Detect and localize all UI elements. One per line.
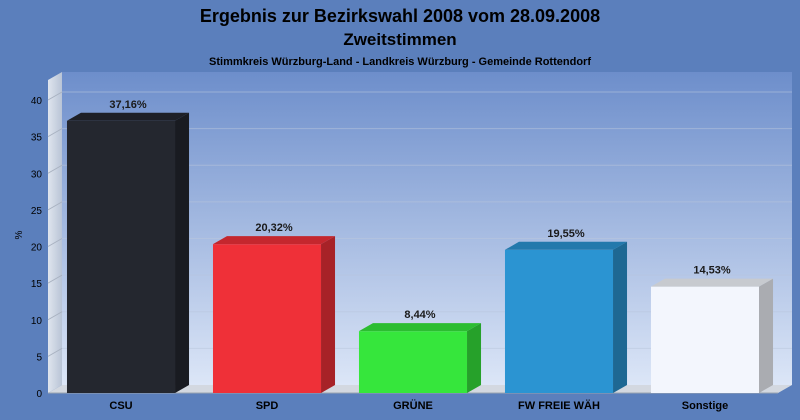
chart-title: Ergebnis zur Bezirkswahl 2008 vom 28.09.… bbox=[200, 6, 600, 26]
data-label: 19,55% bbox=[547, 228, 585, 240]
x-tick-label: FW FREIE WÄH bbox=[518, 399, 600, 412]
bar bbox=[66, 112, 190, 393]
data-label: 14,53% bbox=[693, 265, 731, 277]
plot-left-wall bbox=[48, 72, 62, 393]
bar-top bbox=[504, 241, 628, 250]
gridline-wall bbox=[47, 164, 63, 174]
bar-front bbox=[358, 331, 468, 393]
bar-front bbox=[504, 249, 614, 393]
x-tick-label: SPD bbox=[256, 400, 279, 412]
bar bbox=[504, 241, 628, 393]
bar-top bbox=[650, 278, 774, 287]
gridline-wall bbox=[47, 347, 63, 357]
bar-side bbox=[321, 236, 336, 393]
x-tick-label: GRÜNE bbox=[393, 399, 433, 412]
bar-top bbox=[66, 112, 190, 121]
bar bbox=[358, 323, 482, 393]
data-label: 8,44% bbox=[404, 309, 435, 321]
y-tick-label: 35 bbox=[31, 133, 43, 144]
bar-front bbox=[212, 244, 322, 393]
y-tick-label: 0 bbox=[36, 389, 42, 400]
bar-top bbox=[358, 323, 482, 332]
bar-front bbox=[650, 286, 760, 393]
y-tick-label: 20 bbox=[31, 243, 43, 254]
x-tick-label: Sonstige bbox=[682, 400, 728, 412]
y-tick-label: 25 bbox=[31, 206, 43, 217]
gridline-wall bbox=[47, 91, 63, 101]
gridline-wall bbox=[47, 274, 63, 284]
y-tick-label: 15 bbox=[31, 279, 43, 290]
bars bbox=[66, 112, 774, 393]
y-axis-ticks: 0 5 10 15 20 25 30 35 40 bbox=[31, 96, 43, 400]
chart-subtitle: Zweitstimmen bbox=[343, 30, 456, 49]
chart-caption: Stimmkreis Würzburg-Land - Landkreis Wür… bbox=[209, 56, 591, 68]
gridline-wall bbox=[47, 128, 63, 138]
bar bbox=[650, 278, 774, 393]
bar-side bbox=[175, 112, 190, 393]
y-tick-label: 40 bbox=[31, 96, 43, 107]
x-tick-label: CSU bbox=[109, 400, 132, 412]
y-axis-label: % bbox=[14, 230, 25, 239]
data-label: 37,16% bbox=[109, 99, 147, 111]
bar-side bbox=[759, 278, 774, 393]
bar bbox=[212, 236, 336, 393]
category-labels: CSU SPD GRÜNE FW FREIE WÄH Sonstige bbox=[109, 399, 728, 412]
y-tick-label: 5 bbox=[36, 352, 42, 363]
data-label: 20,32% bbox=[255, 222, 293, 234]
bar-side bbox=[467, 323, 482, 393]
y-tick-label: 30 bbox=[31, 169, 43, 180]
gridline-wall bbox=[47, 311, 63, 321]
bar-side bbox=[613, 241, 628, 393]
gridline-wall bbox=[47, 201, 63, 211]
value-labels: 37,16% 20,32% 8,44% 19,55% 14,53% bbox=[109, 99, 731, 321]
y-tick-label: 10 bbox=[31, 316, 43, 327]
bar-front bbox=[66, 120, 176, 393]
bar-top bbox=[212, 236, 336, 245]
gridline-wall bbox=[47, 238, 63, 247]
